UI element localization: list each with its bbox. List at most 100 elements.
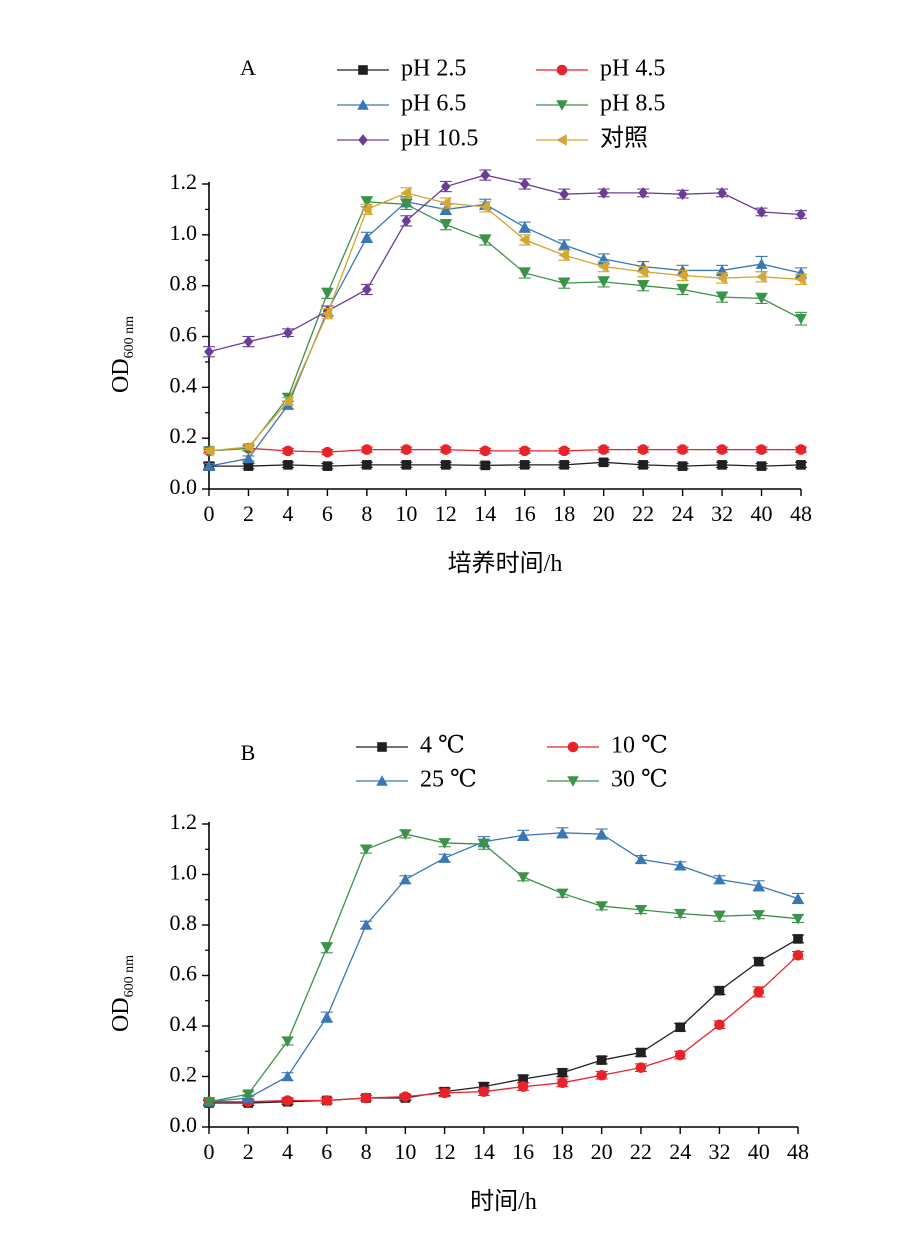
data-point (401, 215, 412, 227)
data-point (675, 1022, 685, 1033)
legend-label: pH 8.5 (600, 91, 665, 117)
data-point (714, 1019, 725, 1031)
data-point (518, 1074, 528, 1084)
data-point (638, 460, 648, 470)
x-tick-label: 18 (553, 501, 575, 526)
data-point (636, 1047, 646, 1058)
x-tick-label: 4 (282, 1139, 293, 1164)
data-point (793, 934, 803, 944)
y-tick-label: 1.2 (170, 169, 198, 194)
data-point (596, 1055, 607, 1065)
data-point (717, 187, 727, 199)
data-point (635, 1062, 647, 1073)
data-point (677, 444, 688, 455)
x-axis-title: 时间/h (470, 1188, 537, 1215)
y-tick-label: 0.2 (170, 423, 198, 448)
data-point (556, 888, 569, 900)
legend-label: pH 6.5 (401, 91, 466, 117)
x-tick-label: 14 (473, 1139, 495, 1164)
x-tick-label: 12 (435, 501, 457, 526)
legend-entry: pH 8.5 (536, 91, 665, 117)
data-point (753, 986, 765, 998)
data-point (440, 219, 452, 231)
data-point (796, 460, 806, 470)
y-tick-label: 0.0 (170, 1112, 198, 1137)
y-axis-title-main: OD (108, 997, 134, 1032)
series-4 (203, 169, 807, 358)
x-tick-label: 16 (512, 1139, 534, 1164)
series-line (209, 954, 799, 1103)
chart-panel-b: B0.00.20.40.60.81.01.20 2 4 6 8 10 12 14 16 18 20 2… (108, 733, 809, 1216)
data-point (519, 460, 530, 470)
data-point (677, 461, 688, 471)
y-tick-label: 1.0 (170, 860, 198, 885)
data-point (480, 169, 491, 181)
data-point (360, 919, 372, 930)
y-tick-label: 0.0 (170, 474, 198, 499)
data-point (282, 1095, 293, 1106)
x-tick-label: 32 (708, 1139, 730, 1164)
data-point (597, 277, 610, 288)
data-point (478, 839, 490, 850)
legend-entry: 4 ℃ (356, 733, 465, 759)
legend-entry: 对照 (536, 125, 648, 152)
data-point (796, 208, 806, 221)
legend-label: 30 ℃ (611, 767, 668, 793)
x-tick-label: 24 (669, 1139, 691, 1164)
data-point (362, 460, 372, 470)
data-point (440, 444, 452, 455)
data-point (518, 234, 530, 246)
series-line (208, 832, 799, 1103)
x-axis-title: 培养时间/h (448, 550, 563, 577)
data-point (638, 187, 648, 199)
legend-marker (358, 134, 368, 146)
data-point (518, 221, 531, 233)
x-tick-label: 20 (591, 1139, 613, 1164)
data-point (677, 188, 688, 200)
x-tick-label: 48 (787, 1139, 809, 1164)
data-point (400, 1091, 411, 1102)
series-3 (203, 196, 807, 457)
data-point (243, 461, 254, 471)
data-point (400, 199, 413, 211)
x-tick-label: 8 (361, 501, 372, 526)
data-point (281, 1070, 294, 1082)
data-point (716, 444, 728, 455)
legend-entry: 30 ℃ (547, 767, 668, 793)
series-line (208, 201, 802, 452)
data-point (399, 873, 412, 885)
x-tick-label: 0 (204, 501, 215, 526)
data-point (792, 892, 804, 904)
y-tick-label: 0.8 (170, 271, 198, 296)
legend-entry: 25 ℃ (356, 767, 477, 793)
data-point (518, 268, 531, 279)
data-point (792, 950, 804, 961)
data-point (713, 873, 726, 885)
x-tick-label: 6 (322, 501, 333, 526)
legend-label: 25 ℃ (420, 767, 477, 793)
x-tick-label: 10 (394, 1139, 416, 1164)
data-point (321, 1011, 333, 1022)
data-point (596, 1069, 607, 1081)
data-point (242, 441, 254, 453)
series-line (209, 461, 802, 467)
x-tick-label: 6 (321, 1139, 332, 1164)
data-point (439, 1087, 450, 1099)
data-point (676, 269, 688, 282)
data-point (399, 829, 412, 840)
data-point (557, 1067, 568, 1078)
data-point (716, 292, 728, 303)
legend-marker (358, 65, 368, 75)
data-point (283, 460, 293, 470)
data-point (480, 460, 491, 471)
data-point (438, 852, 451, 863)
data-point (517, 829, 529, 841)
legend-marker (567, 776, 579, 787)
y-axis-title-subscript: 600 nm (122, 955, 137, 998)
data-point (242, 1089, 255, 1100)
data-point (282, 445, 294, 457)
data-point (795, 273, 806, 286)
data-point (401, 444, 412, 455)
data-point (756, 206, 767, 218)
